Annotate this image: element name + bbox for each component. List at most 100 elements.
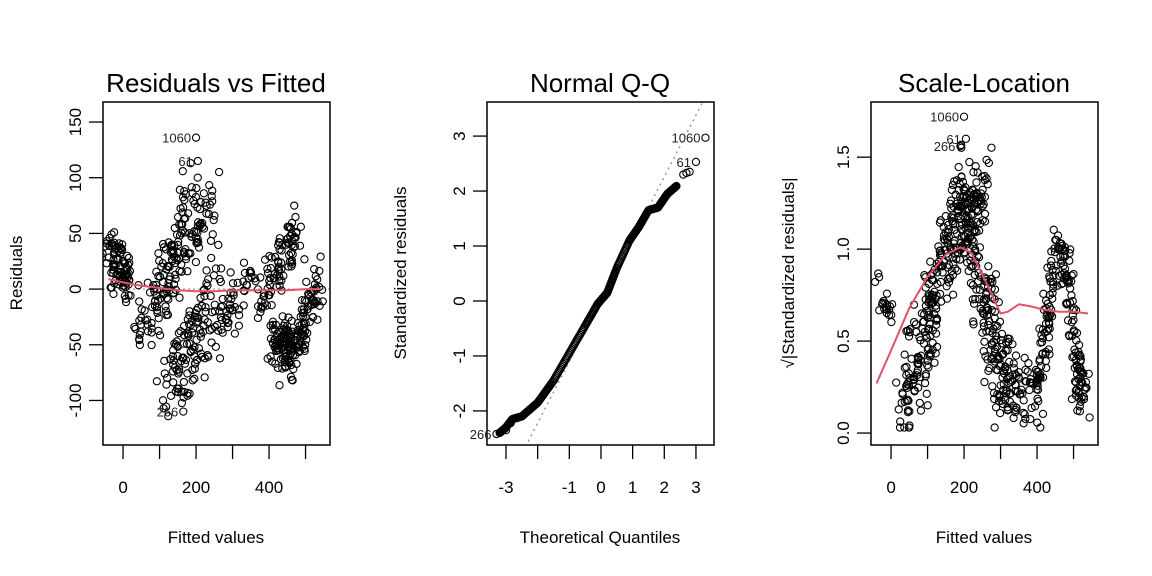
data-point: [203, 281, 212, 290]
data-point: [885, 305, 894, 314]
data-point: [1041, 347, 1050, 357]
plot-border: [102, 101, 331, 446]
data-point: [1019, 408, 1028, 418]
data-point: [160, 289, 169, 298]
data-point: [942, 282, 951, 291]
data-point: [898, 390, 907, 399]
data-point: [983, 180, 992, 189]
data-point: [1009, 413, 1018, 423]
y-tick-label: 2: [450, 186, 469, 195]
data-point: [1026, 374, 1035, 384]
data-point: [998, 399, 1007, 409]
data-point: [1033, 378, 1042, 387]
data-point: [964, 266, 973, 276]
data-point: [154, 313, 163, 323]
data-point: [292, 227, 301, 237]
data-point: [263, 354, 272, 363]
data-point: [212, 320, 222, 330]
y-axis-label: Standardized residuals: [391, 187, 410, 360]
data-point: [910, 387, 919, 396]
data-point: [993, 366, 1002, 375]
data-point: [200, 354, 209, 363]
data-point: [187, 183, 196, 192]
data-point: [672, 181, 681, 191]
x-tick-label: 200: [182, 478, 210, 497]
data-point: [1074, 393, 1084, 403]
data-point: [290, 201, 299, 210]
data-point: [1075, 407, 1085, 416]
data-point: [153, 308, 162, 317]
data-point: [300, 344, 309, 353]
data-point: [1074, 351, 1083, 360]
data-point: [1067, 277, 1076, 286]
data-point: [1056, 252, 1065, 262]
data-point: [233, 278, 242, 287]
data-point: [121, 297, 131, 307]
chart-title: Normal Q-Q: [530, 68, 670, 98]
data-point: [966, 279, 976, 288]
data-point: [984, 262, 993, 271]
data-point: [1075, 350, 1084, 360]
data-point: [192, 183, 201, 193]
data-point: [161, 307, 171, 316]
data-point: [916, 336, 925, 345]
data-point: [961, 194, 970, 203]
data-point: [956, 141, 965, 151]
data-point: [902, 362, 911, 372]
data-point: [992, 335, 1001, 344]
data-point: [995, 408, 1005, 418]
data-point: [278, 312, 287, 321]
data-point: [887, 317, 896, 327]
data-point: [286, 231, 295, 241]
data-point: [218, 294, 227, 304]
data-point: [175, 365, 184, 374]
data-point: [936, 277, 945, 287]
data-point: [189, 345, 198, 354]
data-point: [984, 366, 993, 375]
y-tick-label: 0: [450, 296, 469, 305]
data-point: [972, 178, 981, 187]
data-point: [263, 264, 272, 274]
data-point: [178, 220, 187, 229]
data-point: [169, 378, 178, 387]
data-point: [1047, 256, 1056, 266]
data-point: [274, 262, 284, 271]
data-point: [183, 209, 193, 218]
data-point: [152, 285, 162, 294]
data-point: [185, 311, 194, 320]
data-point: [1031, 365, 1041, 375]
data-point: [983, 303, 992, 313]
data-point: [947, 185, 956, 195]
data-point: [1032, 377, 1041, 386]
data-point: [181, 254, 191, 264]
data-point: [179, 214, 189, 223]
data-point: [900, 423, 909, 432]
data-point: [953, 205, 962, 214]
x-tick-label: -3: [498, 478, 513, 497]
data-point: [999, 366, 1008, 376]
data-point: [990, 423, 999, 432]
x-tick-label: 400: [255, 478, 283, 497]
data-point: [155, 331, 165, 340]
data-point: [1068, 331, 1077, 340]
data-point: [281, 363, 290, 372]
data-point: [116, 248, 125, 257]
data-point: [239, 301, 248, 310]
data-point: [171, 270, 180, 279]
y-tick-label: 150: [66, 108, 85, 136]
data-point: [944, 220, 953, 230]
data-point: [216, 264, 226, 273]
data-point: [229, 288, 238, 297]
data-point: [173, 256, 182, 265]
data-point: [159, 404, 168, 413]
x-tick-label: 3: [691, 478, 700, 497]
data-point: [880, 304, 889, 314]
data-point: [1001, 395, 1010, 404]
data-point: [1069, 316, 1078, 325]
data-point: [154, 249, 163, 258]
data-point: [1075, 402, 1084, 411]
data-point: [988, 277, 997, 286]
data-point: [978, 201, 987, 211]
data-point: [200, 291, 209, 301]
data-point: [103, 249, 107, 258]
